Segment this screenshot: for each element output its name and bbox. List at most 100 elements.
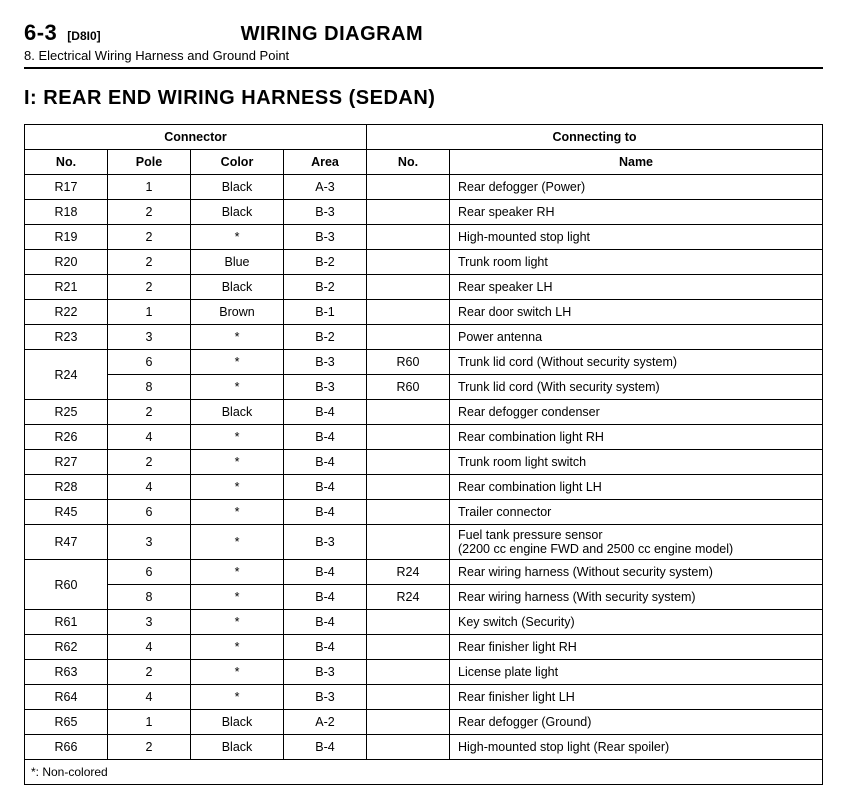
header-divider	[24, 67, 823, 69]
cell-area: B-4	[284, 500, 367, 525]
cell-area: B-4	[284, 610, 367, 635]
cell-no1: R27	[25, 450, 108, 475]
cell-area: B-3	[284, 660, 367, 685]
table-footnote-row: *: Non-colored	[25, 760, 823, 785]
cell-no2	[367, 250, 450, 275]
cell-pole: 2	[108, 450, 191, 475]
group-header-connector: Connector	[25, 125, 367, 150]
table-row: R272*B-4Trunk room light switch	[25, 450, 823, 475]
cell-area: B-3	[284, 225, 367, 250]
cell-pole: 2	[108, 735, 191, 760]
table-row: R202BlueB-2Trunk room light	[25, 250, 823, 275]
cell-area: A-3	[284, 175, 367, 200]
table-row: R651BlackA-2Rear defogger (Ground)	[25, 710, 823, 735]
col-header-pole: Pole	[108, 150, 191, 175]
cell-color: *	[191, 475, 284, 500]
cell-no2	[367, 300, 450, 325]
cell-pole: 2	[108, 250, 191, 275]
cell-color: *	[191, 525, 284, 560]
cell-area: B-4	[284, 585, 367, 610]
cell-area: B-4	[284, 635, 367, 660]
cell-no1: R18	[25, 200, 108, 225]
cell-pole: 3	[108, 610, 191, 635]
col-header-no1: No.	[25, 150, 108, 175]
cell-no2	[367, 175, 450, 200]
cell-pole: 1	[108, 710, 191, 735]
cell-color: Black	[191, 200, 284, 225]
cell-pole: 3	[108, 525, 191, 560]
col-header-name: Name	[450, 150, 823, 175]
cell-name: Power antenna	[450, 325, 823, 350]
cell-no1: R24	[25, 350, 108, 400]
wiring-table: Connector Connecting to No. Pole Color A…	[24, 124, 823, 785]
cell-name: Rear defogger condenser	[450, 400, 823, 425]
col-header-color: Color	[191, 150, 284, 175]
cell-no2: R60	[367, 375, 450, 400]
table-row: R182BlackB-3 Rear speaker RH	[25, 200, 823, 225]
cell-no1: R61	[25, 610, 108, 635]
cell-name: Rear finisher light LH	[450, 685, 823, 710]
cell-no1: R17	[25, 175, 108, 200]
table-body: R171BlackA-3Rear defogger (Power)R182Bla…	[25, 175, 823, 760]
cell-no2	[367, 200, 450, 225]
cell-area: B-4	[284, 450, 367, 475]
cell-no1: R22	[25, 300, 108, 325]
cell-no2	[367, 325, 450, 350]
cell-pole: 2	[108, 200, 191, 225]
cell-name: Trunk lid cord (With security system)	[450, 375, 823, 400]
table-row: R246*B-3R60Trunk lid cord (Without secur…	[25, 350, 823, 375]
cell-color: Blue	[191, 250, 284, 275]
cell-color: *	[191, 585, 284, 610]
cell-color: Black	[191, 710, 284, 735]
col-header-area: Area	[284, 150, 367, 175]
cell-pole: 8	[108, 375, 191, 400]
table-row: R171BlackA-3Rear defogger (Power)	[25, 175, 823, 200]
cell-no2	[367, 610, 450, 635]
table-row: R221BrownB-1Rear door switch LH	[25, 300, 823, 325]
table-row: R233*B-2Power antenna	[25, 325, 823, 350]
cell-pole: 2	[108, 275, 191, 300]
cell-area: B-4	[284, 560, 367, 585]
cell-name: Rear defogger (Ground)	[450, 710, 823, 735]
cell-name: Rear finisher light RH	[450, 635, 823, 660]
page-code: [D8I0]	[67, 29, 100, 43]
table-footnote: *: Non-colored	[25, 760, 823, 785]
cell-pole: 4	[108, 685, 191, 710]
cell-name: Rear defogger (Power)	[450, 175, 823, 200]
table-group-header-row: Connector Connecting to	[25, 125, 823, 150]
cell-color: *	[191, 500, 284, 525]
cell-no1: R64	[25, 685, 108, 710]
cell-no2	[367, 500, 450, 525]
cell-no2	[367, 475, 450, 500]
cell-area: B-3	[284, 525, 367, 560]
page-title: WIRING DIAGRAM	[241, 23, 424, 46]
cell-area: B-4	[284, 475, 367, 500]
cell-name: High-mounted stop light (Rear spoiler)	[450, 735, 823, 760]
cell-area: B-2	[284, 275, 367, 300]
cell-name: License plate light	[450, 660, 823, 685]
cell-name: Rear speaker RH	[450, 200, 823, 225]
page-header: 6-3 [D8I0] WIRING DIAGRAM	[24, 20, 823, 46]
cell-color: *	[191, 225, 284, 250]
cell-no1: R20	[25, 250, 108, 275]
cell-pole: 4	[108, 475, 191, 500]
cell-color: Brown	[191, 300, 284, 325]
cell-color: Black	[191, 275, 284, 300]
cell-area: B-3	[284, 375, 367, 400]
cell-name: Rear combination light LH	[450, 475, 823, 500]
cell-pole: 4	[108, 425, 191, 450]
cell-color: *	[191, 660, 284, 685]
cell-no2	[367, 225, 450, 250]
cell-no2	[367, 450, 450, 475]
cell-color: *	[191, 425, 284, 450]
table-row: R606*B-4R24Rear wiring harness (Without …	[25, 560, 823, 585]
cell-area: B-4	[284, 735, 367, 760]
cell-no2	[367, 275, 450, 300]
cell-no1: R63	[25, 660, 108, 685]
cell-color: *	[191, 560, 284, 585]
cell-no1: R25	[25, 400, 108, 425]
cell-color: Black	[191, 735, 284, 760]
cell-area: B-3	[284, 200, 367, 225]
cell-name: Rear combination light RH	[450, 425, 823, 450]
table-row: 8*B-3R60Trunk lid cord (With security sy…	[25, 375, 823, 400]
